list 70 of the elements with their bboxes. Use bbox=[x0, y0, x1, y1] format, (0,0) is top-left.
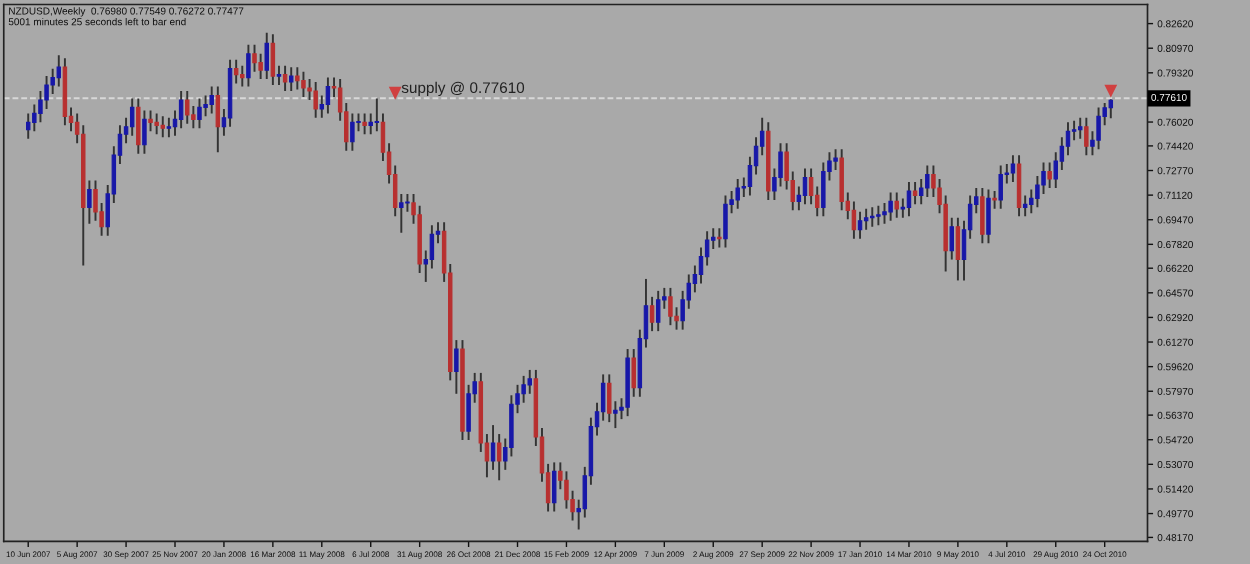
candlestick bbox=[980, 186, 985, 245]
candlestick bbox=[301, 70, 306, 98]
candlestick bbox=[1016, 154, 1022, 218]
candlestick bbox=[1108, 98, 1114, 120]
candlestick bbox=[362, 112, 367, 136]
candlestick bbox=[912, 181, 918, 206]
candlestick bbox=[185, 90, 190, 125]
candlestick bbox=[325, 76, 331, 115]
candlestick bbox=[551, 461, 557, 513]
candlestick bbox=[607, 373, 612, 424]
candlestick bbox=[857, 210, 863, 240]
candlestick bbox=[25, 112, 31, 140]
candlestick bbox=[288, 66, 294, 92]
candlestick bbox=[735, 178, 740, 210]
candlestick bbox=[863, 207, 869, 231]
candlestick bbox=[631, 348, 636, 398]
candlestick bbox=[613, 400, 618, 430]
candlestick bbox=[649, 295, 655, 333]
candlestick bbox=[129, 97, 135, 137]
candlestick bbox=[270, 33, 276, 87]
candlestick bbox=[56, 54, 62, 88]
candlestick bbox=[668, 286, 673, 327]
candlestick bbox=[949, 216, 955, 261]
candlestick bbox=[264, 31, 269, 81]
candlestick bbox=[240, 64, 245, 88]
candlestick bbox=[894, 191, 899, 219]
candlestick bbox=[136, 97, 141, 155]
candlestick bbox=[717, 227, 722, 249]
candlestick bbox=[490, 424, 496, 471]
candlestick bbox=[496, 433, 502, 482]
candlestick bbox=[955, 216, 961, 282]
candlestick bbox=[802, 167, 808, 206]
candlestick bbox=[1010, 154, 1016, 183]
candlestick bbox=[295, 66, 300, 91]
candlestick bbox=[1047, 161, 1052, 189]
candlestick bbox=[1084, 116, 1089, 157]
candlestick bbox=[1077, 116, 1083, 140]
candlestick bbox=[1096, 106, 1101, 151]
candlestick bbox=[252, 43, 257, 73]
candlestick bbox=[925, 164, 930, 198]
candlestick bbox=[282, 64, 288, 92]
candlestick bbox=[655, 289, 661, 333]
candlestick bbox=[87, 179, 92, 225]
candlestick bbox=[209, 85, 214, 115]
candlestick bbox=[246, 43, 251, 88]
candlestick bbox=[148, 109, 153, 133]
candlestick bbox=[876, 204, 881, 227]
candlestick bbox=[998, 164, 1003, 210]
candlestick bbox=[313, 81, 318, 119]
candlestick bbox=[258, 52, 263, 81]
candlestick bbox=[276, 64, 282, 87]
candlestick bbox=[870, 206, 875, 228]
candlestick bbox=[166, 116, 172, 139]
candlestick bbox=[527, 368, 532, 395]
candlestick bbox=[178, 90, 184, 130]
candlestick bbox=[142, 109, 147, 155]
candlestick bbox=[723, 194, 728, 249]
candlestick bbox=[454, 339, 459, 395]
candlestick bbox=[888, 191, 893, 222]
candlestick bbox=[1022, 194, 1028, 218]
candlestick bbox=[986, 188, 991, 245]
candlestick bbox=[350, 112, 355, 152]
candlestick bbox=[197, 97, 202, 130]
candlestick bbox=[215, 85, 221, 154]
candlestick bbox=[233, 58, 239, 85]
candlestick bbox=[154, 112, 159, 136]
candlestick bbox=[839, 148, 844, 212]
candlestick bbox=[160, 115, 166, 139]
candlestick bbox=[906, 181, 912, 218]
candlestick bbox=[399, 192, 404, 234]
